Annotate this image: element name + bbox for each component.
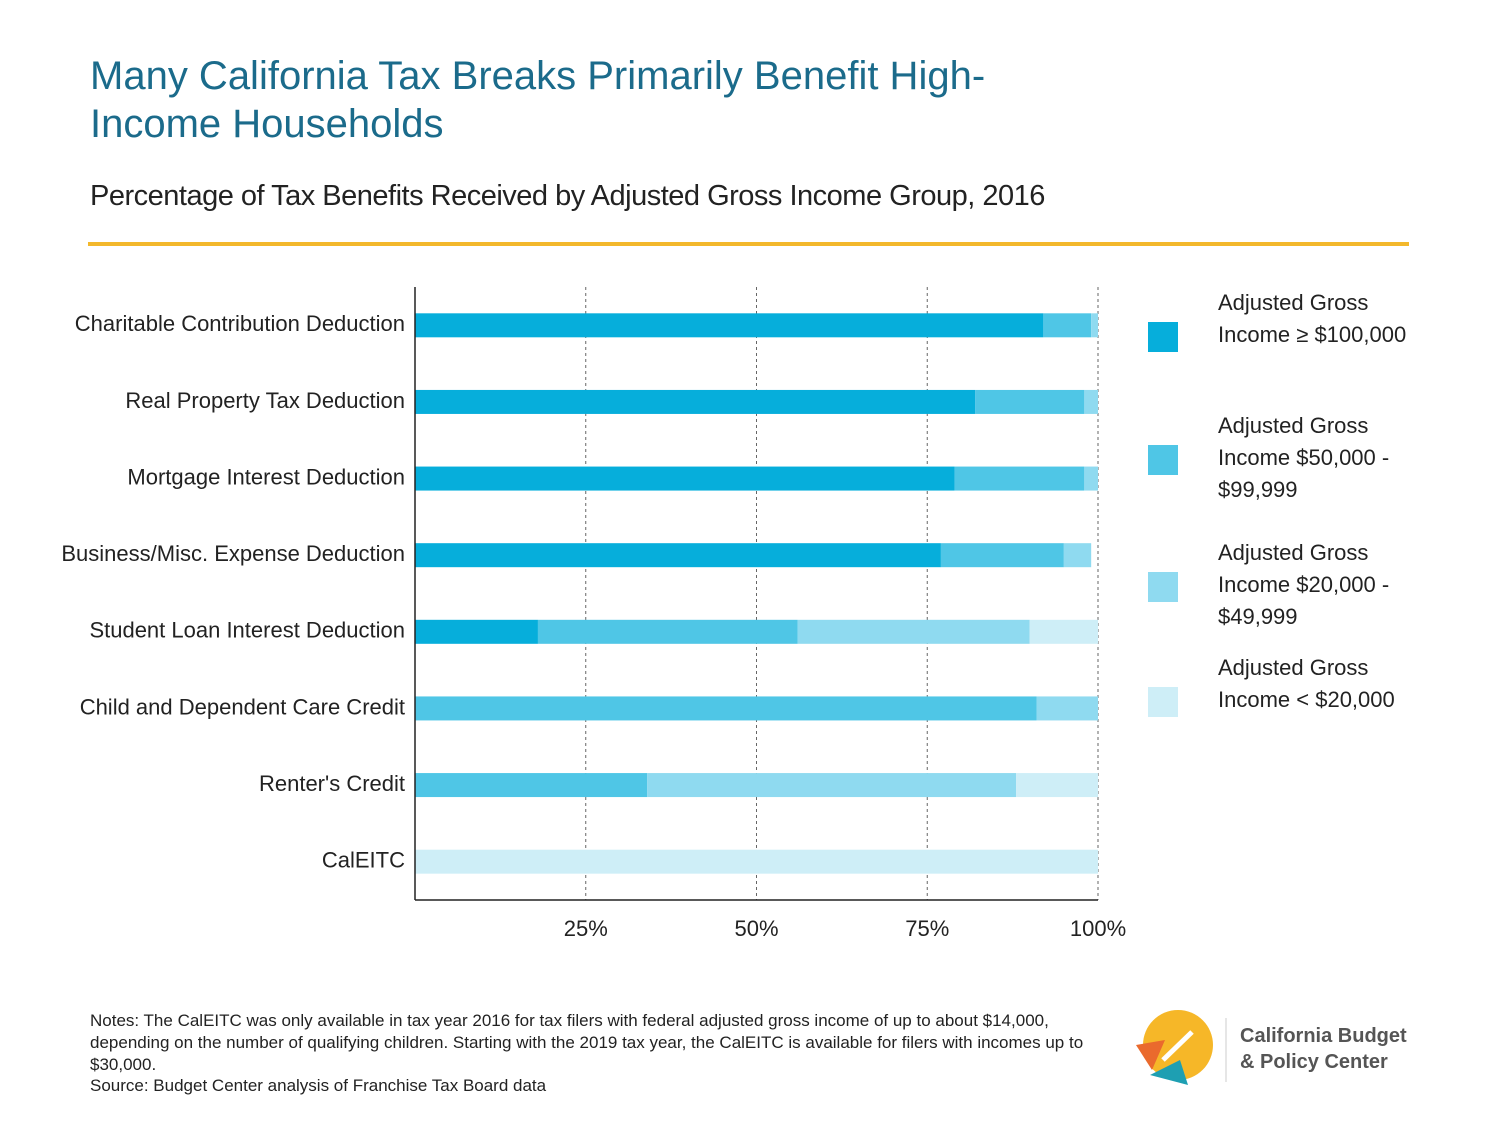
bar-segment xyxy=(1016,773,1098,798)
y-tick-label: Real Property Tax Deduction xyxy=(125,388,405,413)
bar-segment xyxy=(415,389,976,414)
y-tick-label: Student Loan Interest Deduction xyxy=(89,618,405,643)
bar-segment xyxy=(940,543,1064,568)
bar-segment xyxy=(1084,389,1098,414)
y-tick-label: Mortgage Interest Deduction xyxy=(127,464,405,489)
legend-swatch xyxy=(1148,322,1178,352)
x-tick-label: 50% xyxy=(734,916,778,941)
bar-segment xyxy=(975,389,1085,414)
bar-segment xyxy=(415,849,1098,874)
bar-segment xyxy=(415,466,955,491)
divider xyxy=(88,242,1409,246)
bar-segment xyxy=(1036,696,1098,721)
legend-swatch xyxy=(1148,445,1178,475)
legend-swatch xyxy=(1148,687,1178,717)
y-tick-label: CalEITC xyxy=(322,848,405,873)
y-tick-label: Business/Misc. Expense Deduction xyxy=(61,541,405,566)
legend-label: Adjusted Gross Income < $20,000 xyxy=(1218,655,1395,712)
bar-segment xyxy=(415,313,1044,338)
notes: Notes: The CalEITC was only available in… xyxy=(90,1011,1084,1074)
x-tick-label: 100% xyxy=(1070,916,1126,941)
y-tick-label: Child and Dependent Care Credit xyxy=(80,694,405,719)
bar-segment xyxy=(415,696,1037,721)
legend-swatch xyxy=(1148,572,1178,602)
subtitle: Percentage of Tax Benefits Received by A… xyxy=(90,180,1045,212)
legend-label: Adjusted Gross Income ≥ $100,000 xyxy=(1218,290,1407,347)
bar-segment xyxy=(415,543,941,568)
source: Source: Budget Center analysis of Franch… xyxy=(90,1076,547,1095)
logo-text: California Budget xyxy=(1240,1025,1407,1047)
legend-label: Adjusted Gross Income $20,000 - $49,999 xyxy=(1218,540,1390,629)
bar-segment xyxy=(1091,313,1098,338)
bar-segment xyxy=(537,619,798,644)
bar-segment xyxy=(415,773,648,798)
x-tick-label: 75% xyxy=(905,916,949,941)
logo-text: & Policy Center xyxy=(1240,1051,1388,1073)
bar-segment xyxy=(1084,466,1098,491)
bar-segment xyxy=(647,773,1017,798)
bar-segment xyxy=(1043,313,1092,338)
title: Many California Tax Breaks Primarily Ben… xyxy=(90,54,986,146)
legend-label: Adjusted Gross Income $50,000 - $99,999 xyxy=(1218,413,1390,502)
y-tick-label: Renter's Credit xyxy=(259,771,405,796)
y-tick-label: Charitable Contribution Deduction xyxy=(75,311,405,336)
bar-segment xyxy=(797,619,1030,644)
bar-segment xyxy=(415,619,538,644)
logo-mark xyxy=(1136,1010,1213,1085)
bar-segment xyxy=(954,466,1085,491)
bar-segment xyxy=(1063,543,1092,568)
x-tick-label: 25% xyxy=(564,916,608,941)
bar-segment xyxy=(1029,619,1098,644)
